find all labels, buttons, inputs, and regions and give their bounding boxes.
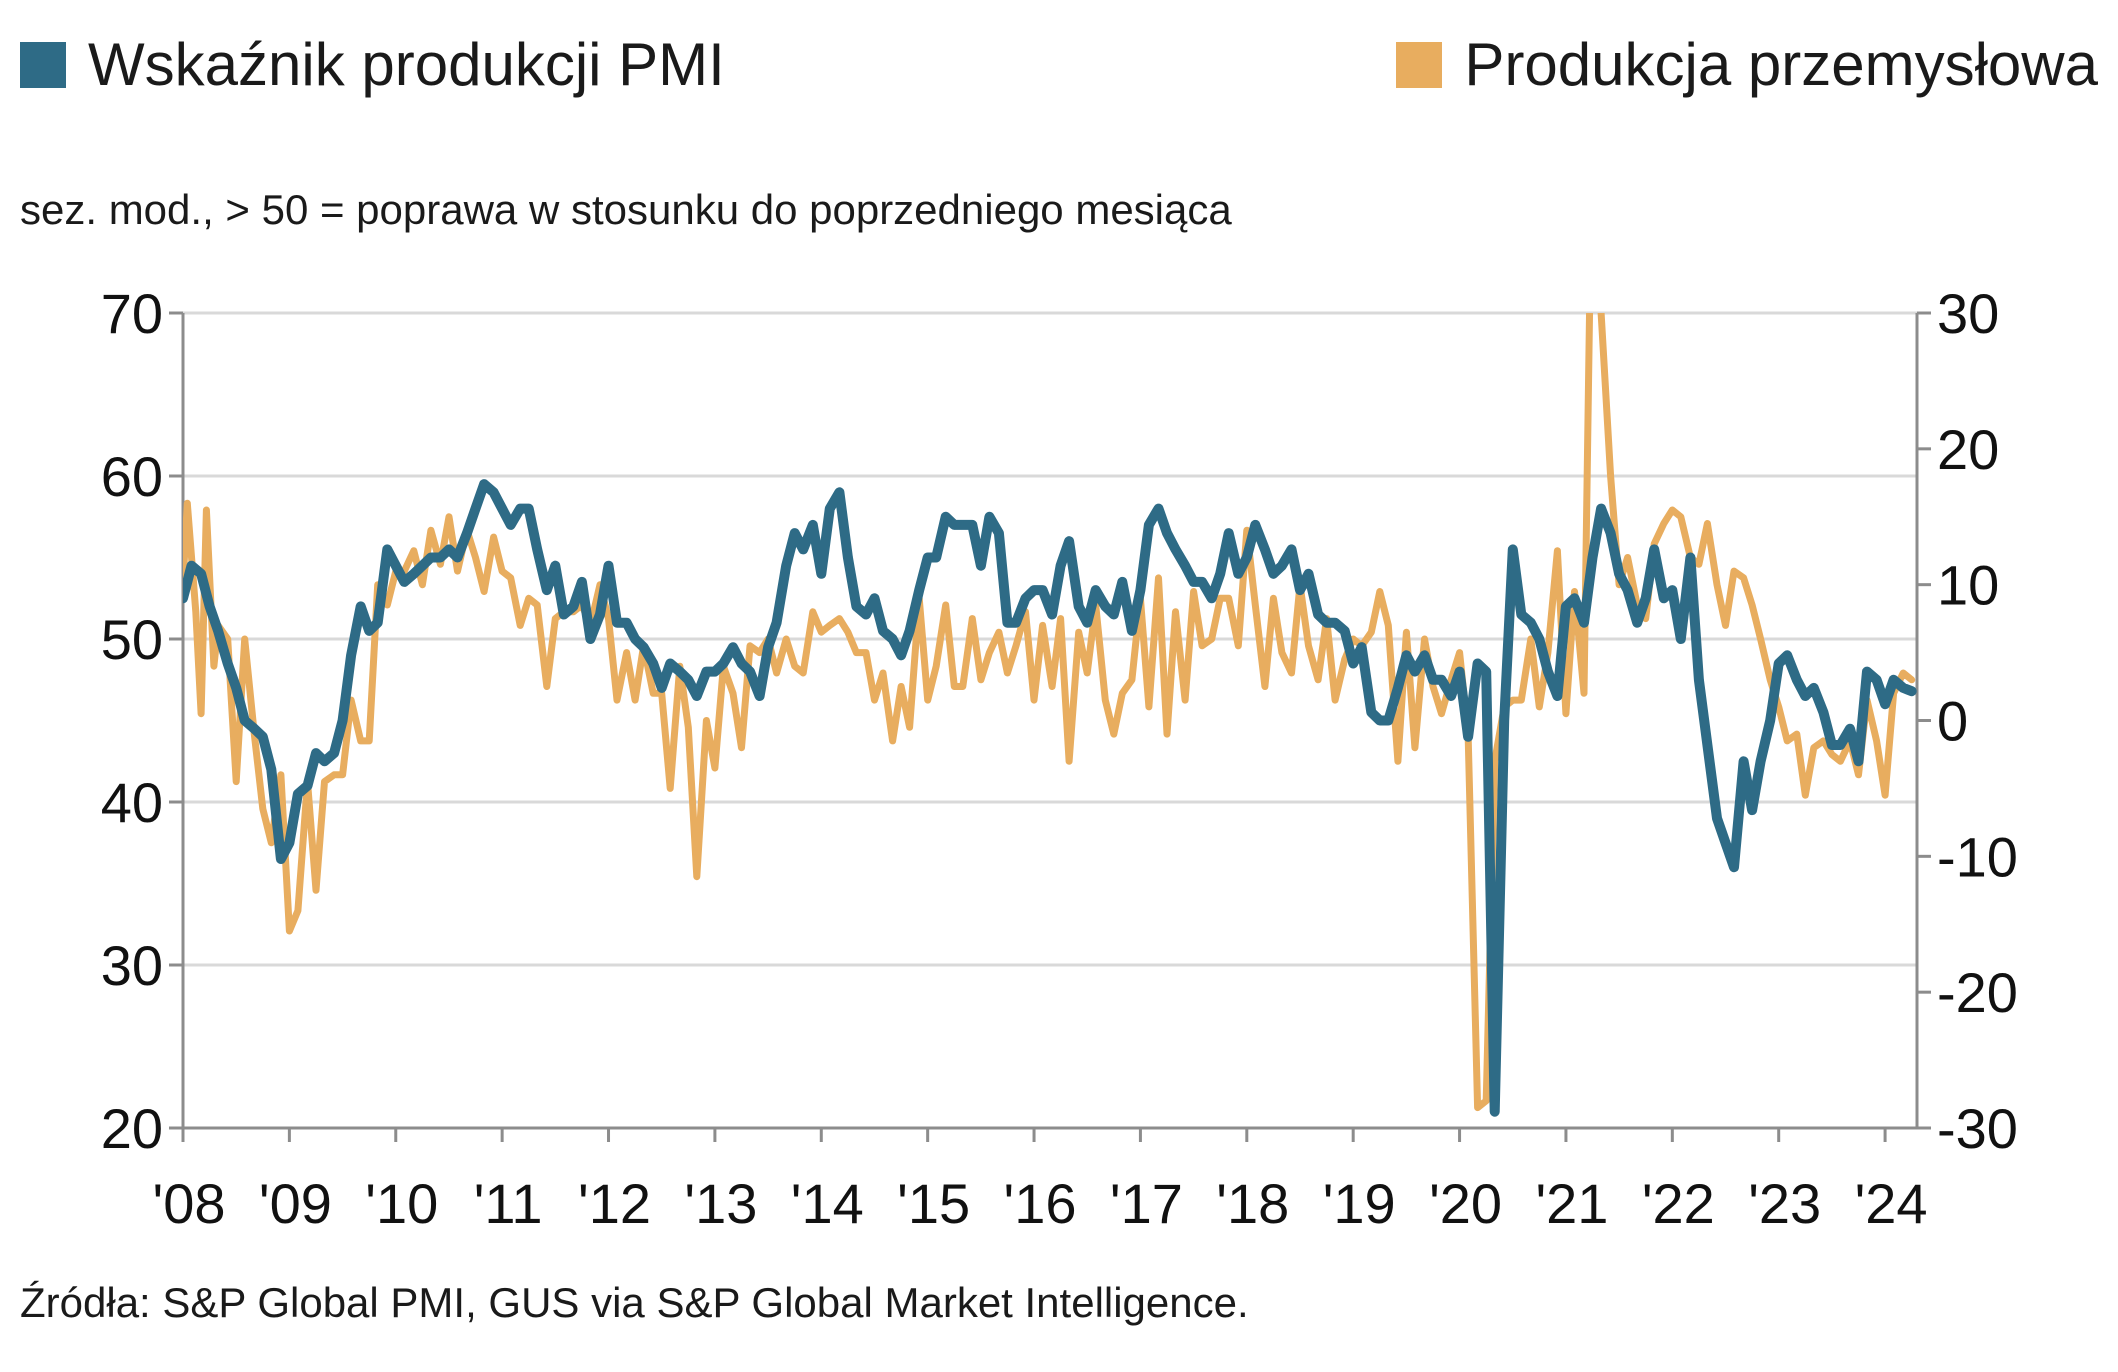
legend-swatch-ip	[1396, 42, 1443, 88]
x-tick-label: '12	[578, 1172, 651, 1235]
x-tick-label: '17	[1110, 1172, 1183, 1235]
chart-subtitle: sez. mod., > 50 = poprawa w stosunku do …	[20, 186, 1232, 233]
left-tick-label: 40	[101, 771, 163, 834]
x-tick-label: '14	[791, 1172, 864, 1235]
legend-item-ip: Produkcja przemysłowa	[1396, 30, 2098, 100]
x-tick-label: '19	[1323, 1172, 1396, 1235]
right-tick-label: 20	[1937, 418, 1999, 481]
legend-label-ip: Produkcja przemysłowa	[1464, 31, 2098, 98]
right-tick-label: -10	[1937, 825, 2018, 888]
right-tick-label: -20	[1937, 961, 2018, 1024]
legend-swatch-pmi	[20, 42, 66, 88]
right-tick-label: -30	[1937, 1097, 2018, 1160]
x-tick-label: '11	[474, 1172, 543, 1235]
left-tick-label: 60	[101, 445, 163, 508]
legend-label-pmi: Wskaźnik produkcji PMI	[88, 31, 725, 98]
left-tick-label: 20	[101, 1097, 163, 1160]
series-line-pmi	[183, 479, 1917, 1117]
x-tick-label: '15	[897, 1172, 970, 1235]
left-tick-label: 50	[101, 608, 163, 671]
right-tick-label: 0	[1937, 690, 1968, 753]
legend: Wskaźnik produkcji PMI Produkcja przemys…	[0, 30, 2118, 100]
source-note: Źródła: S&P Global PMI, GUS via S&P Glob…	[20, 1279, 1249, 1326]
x-tick-label: '20	[1429, 1172, 1502, 1235]
left-tick-label: 30	[101, 934, 163, 997]
x-tick-label: '13	[684, 1172, 757, 1235]
x-tick-label: '22	[1642, 1172, 1715, 1235]
x-tick-label: '08	[153, 1172, 226, 1235]
right-tick-label: 10	[1937, 554, 1999, 617]
x-tick-label: '24	[1855, 1172, 1928, 1235]
x-tick-label: '09	[259, 1172, 332, 1235]
x-tick-label: '16	[1004, 1172, 1077, 1235]
x-tick-label: '21	[1535, 1172, 1608, 1235]
left-tick-label: 70	[101, 282, 163, 345]
legend-item-pmi: Wskaźnik produkcji PMI	[20, 30, 725, 100]
x-tick-label: '23	[1748, 1172, 1821, 1235]
x-tick-label: '10	[365, 1172, 438, 1235]
right-tick-label: 30	[1937, 282, 1999, 345]
x-tick-label: '18	[1216, 1172, 1289, 1235]
